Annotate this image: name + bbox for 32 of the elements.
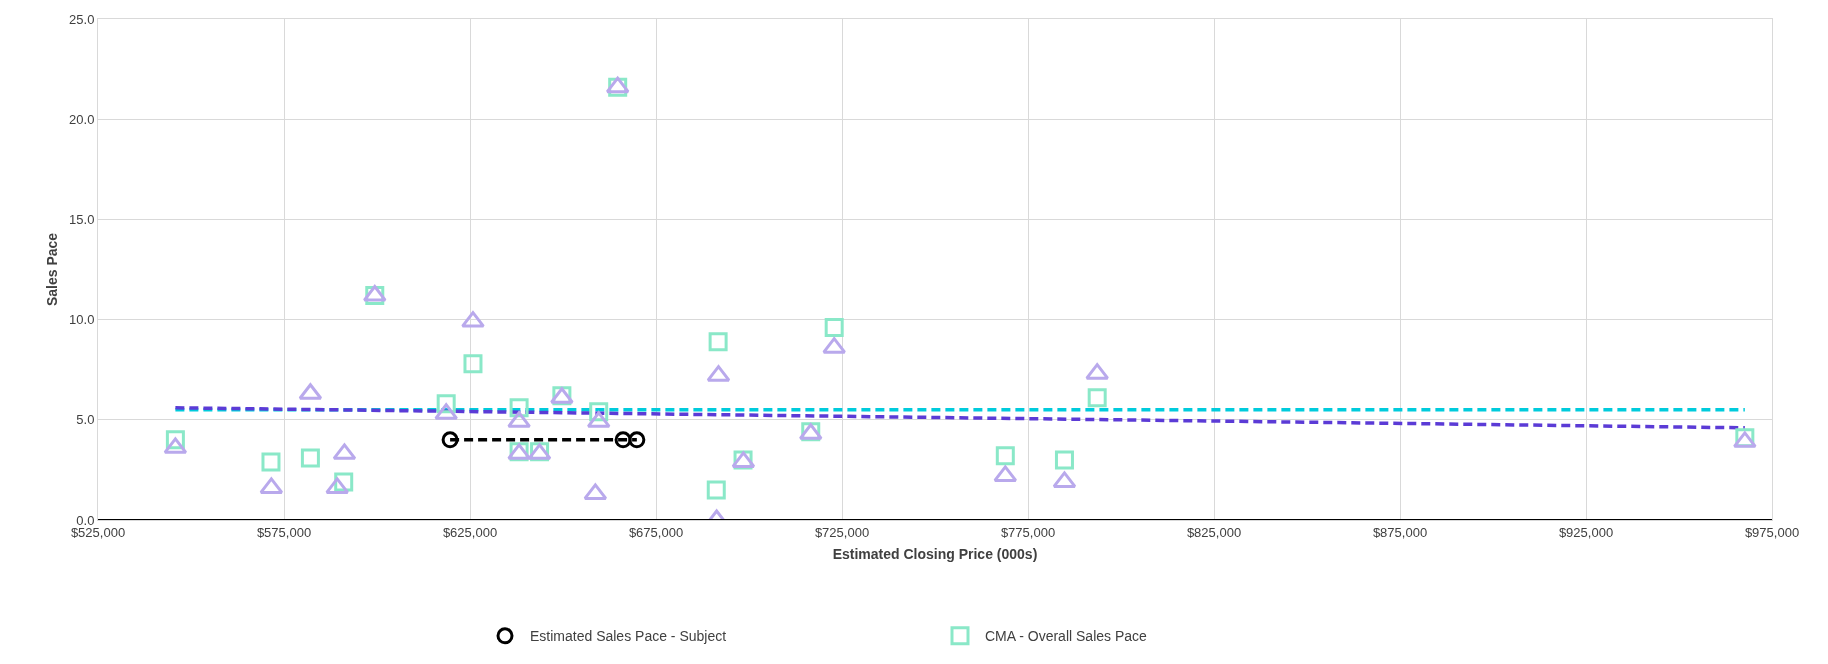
y-tick-label: 10.0 bbox=[69, 312, 95, 328]
legend-label: CMA - Overall Sales Pace bbox=[985, 628, 1148, 645]
x-tick-label: $625,000 bbox=[442, 524, 498, 540]
x-tick-label: $675,000 bbox=[628, 524, 684, 540]
y-tick-label: 25.0 bbox=[69, 11, 95, 27]
point bbox=[995, 446, 1015, 466]
point bbox=[461, 311, 485, 328]
point bbox=[463, 354, 483, 374]
point bbox=[441, 431, 459, 449]
y-tick-label: 20.0 bbox=[69, 111, 95, 127]
x-tick-label: $875,000 bbox=[1372, 524, 1428, 540]
x-axis-title: Estimated Closing Price (000s) bbox=[832, 545, 1038, 562]
y-axis-title: Sales Pace bbox=[43, 232, 60, 307]
point bbox=[1054, 450, 1074, 470]
point bbox=[1087, 388, 1107, 408]
point bbox=[706, 480, 726, 500]
x-tick-label: $925,000 bbox=[1558, 524, 1614, 540]
legend-label: Estimated Sales Pace - Subject bbox=[530, 628, 727, 645]
x-tick-label: $825,000 bbox=[1186, 524, 1242, 540]
point bbox=[824, 318, 844, 338]
x-tick-label: $975,000 bbox=[1744, 524, 1800, 540]
point bbox=[261, 452, 281, 472]
point bbox=[507, 411, 531, 428]
x-tick-label: $575,000 bbox=[256, 524, 312, 540]
x-tick-label: $775,000 bbox=[1000, 524, 1056, 540]
y-tick-label: 5.0 bbox=[76, 412, 95, 428]
point bbox=[628, 431, 646, 449]
point bbox=[300, 448, 320, 468]
point bbox=[614, 431, 632, 449]
point bbox=[708, 332, 728, 352]
y-tick-label: 15.0 bbox=[69, 211, 95, 227]
x-tick-label: $725,000 bbox=[814, 524, 870, 540]
